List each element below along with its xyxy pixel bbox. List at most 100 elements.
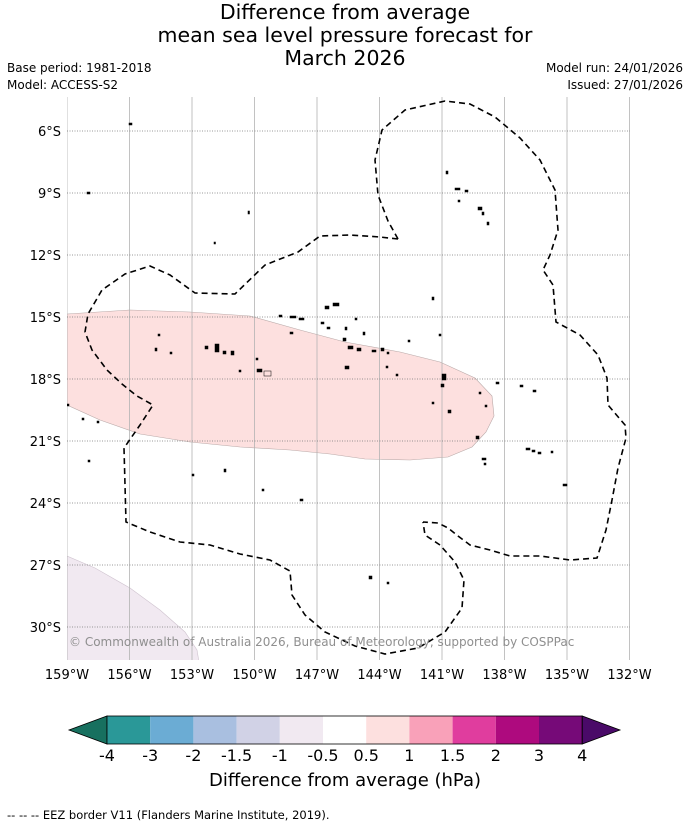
island: [386, 351, 390, 355]
longitude-label: 159°W: [45, 668, 89, 683]
colorbar-swatch: [539, 716, 583, 744]
island: [483, 462, 487, 466]
colorbar-tick-label: -3: [142, 746, 158, 765]
island: [247, 210, 250, 215]
island: [431, 401, 435, 405]
colorbar-tick-label: -4: [99, 746, 115, 765]
model-run: Model run: 24/01/2026: [545, 61, 683, 75]
island: [356, 347, 362, 352]
negative-anomaly-region: [67, 555, 199, 660]
island: [464, 189, 469, 193]
eez-borders: [84, 100, 627, 655]
colorbar-tick-label: 0.5: [353, 746, 378, 765]
colorbar-swatch: [150, 716, 194, 744]
longitude-label: 147°W: [295, 668, 339, 683]
colorbar-swatch: [366, 716, 410, 744]
island: [344, 326, 348, 331]
island: [481, 457, 487, 461]
island: [261, 488, 265, 492]
colorbar-tick-label: -1: [272, 746, 288, 765]
island: [342, 337, 347, 342]
island: [532, 389, 537, 393]
latitude-label: 12°S: [30, 249, 61, 264]
positive-anomaly-region: [67, 309, 495, 461]
island: [385, 365, 389, 369]
island: [438, 333, 442, 337]
island: [362, 331, 366, 336]
island: [256, 368, 263, 373]
gridlines: [67, 97, 630, 660]
latitude-label: 9°S: [38, 187, 61, 202]
island: [486, 221, 490, 226]
longitude-label: 153°W: [170, 668, 214, 683]
colorbar-swatch: [236, 716, 280, 744]
colorbar: -4 -3 -2 -1.5 -1 -0.5 0.5 1 1.5 2 3 4: [67, 715, 622, 765]
colorbar-tick-label: -1.5: [221, 746, 252, 765]
island: [222, 350, 227, 355]
copyright-notice: © Commonwealth of Australia 2026, Bureau…: [69, 635, 574, 649]
colorbar-arrow-min: [67, 715, 108, 745]
island: [475, 435, 480, 440]
issued-date: Issued: 27/01/2026: [567, 78, 683, 92]
island: [440, 383, 445, 388]
island: [445, 170, 449, 175]
island: [519, 384, 524, 388]
island: [298, 317, 305, 321]
island: [326, 326, 331, 330]
island: [478, 391, 482, 395]
latitude-label: 18°S: [30, 373, 61, 388]
eez-border-french-polynesia: [374, 100, 627, 561]
longitude-label: 135°W: [545, 668, 589, 683]
meta-right: Model run: 24/01/2026 Issued: 27/01/2026: [546, 60, 683, 94]
island: [386, 581, 390, 585]
island: [96, 420, 100, 424]
island: [230, 350, 235, 356]
island: [371, 349, 377, 353]
latitude-label: 6°S: [38, 125, 61, 140]
island: [128, 122, 133, 126]
island: [299, 498, 304, 502]
colorbar-tick-label: -2: [185, 746, 201, 765]
island: [562, 483, 568, 487]
island: [223, 468, 227, 473]
chart-title: Difference from average mean sea level p…: [0, 1, 690, 70]
island: [67, 403, 70, 407]
colorbar-swatch: [193, 716, 237, 744]
island: [263, 370, 272, 377]
colorbar-swatch: [495, 716, 539, 744]
colorbar-outline: [106, 715, 583, 745]
island: [407, 339, 411, 343]
colorbar-swatch: [107, 716, 151, 744]
colorbar-tick-label: 1: [404, 746, 414, 765]
colorbar-tick-label: 1.5: [440, 746, 465, 765]
island: [431, 296, 435, 301]
islands: [67, 122, 568, 585]
colorbar-swatch: [409, 716, 453, 744]
island: [380, 347, 385, 352]
colorbar-tick-label: 2: [491, 746, 501, 765]
colorbar-label: Difference from average (hPa): [208, 770, 482, 791]
island: [289, 315, 297, 319]
colorbar-tick-label: 3: [534, 746, 544, 765]
island: [447, 409, 452, 414]
longitude-labels: 159°W 156°W 153°W 150°W 147°W 144°W 141°W 138°W…: [45, 668, 652, 683]
title-line-3: March 2026: [284, 46, 406, 70]
island: [441, 373, 447, 381]
island: [324, 305, 330, 310]
longitude-label: 144°W: [357, 668, 401, 683]
island: [86, 191, 91, 195]
island: [537, 451, 542, 455]
base-period: Base period: 1981-2018: [7, 61, 152, 75]
island: [484, 404, 488, 408]
footer-eez-note: -- -- -- EEZ border V11 (Flanders Marine…: [7, 808, 330, 822]
title-line-2: mean sea level pressure forecast for: [157, 23, 533, 47]
colorbar-arrow-max: [581, 715, 622, 745]
island: [457, 199, 461, 203]
latitude-label: 27°S: [30, 559, 61, 574]
island: [525, 447, 531, 451]
island: [214, 343, 220, 353]
island: [454, 187, 461, 191]
island: [550, 450, 554, 454]
island: [481, 211, 485, 216]
